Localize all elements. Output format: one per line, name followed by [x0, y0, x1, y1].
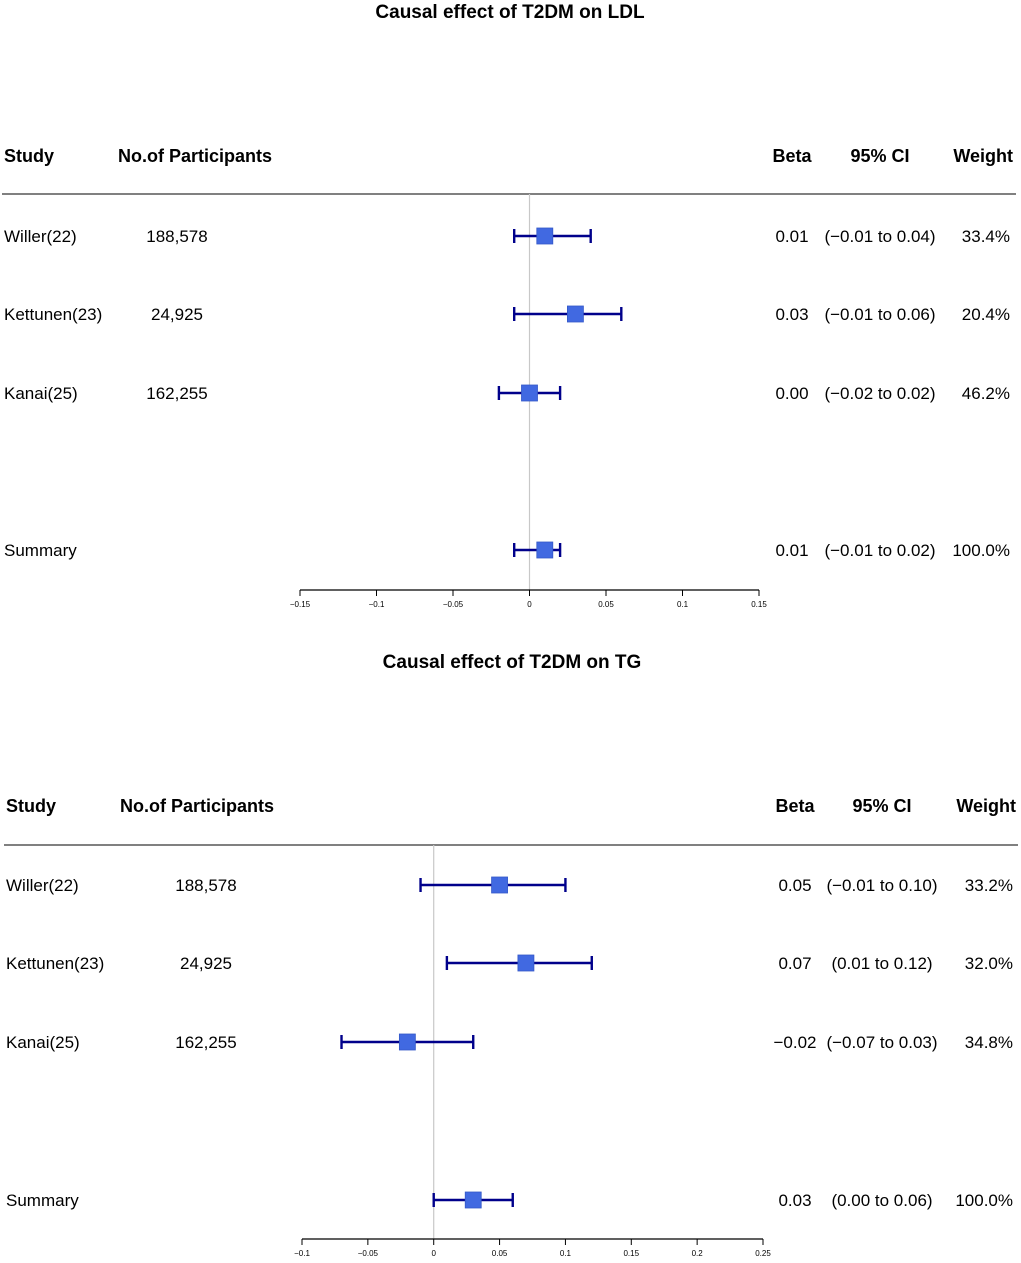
x-tick-label: 0.05: [492, 1249, 508, 1258]
summary-row: Summary 0.01 (−0.01 to 0.02) 100.0%: [4, 541, 1010, 560]
x-tick-label: 0.15: [623, 1249, 639, 1258]
study-row: Willer(22) 188,578 0.05 (−0.01 to 0.10) 33.2…: [6, 876, 1013, 895]
column-header-weight: Weight: [956, 796, 1016, 816]
study-name: Kettunen(23): [4, 305, 102, 324]
estimate-marker: [464, 1191, 482, 1209]
ci-value: (0.01 to 0.12): [831, 954, 932, 973]
x-tick-label: 0.25: [755, 1249, 771, 1258]
study-name: Kanai(25): [6, 1033, 80, 1052]
x-tick-label: 0.1: [677, 600, 689, 609]
x-tick-label: −0.05: [443, 600, 464, 609]
x-tick-label: 0.1: [560, 1249, 572, 1258]
estimate-marker: [536, 227, 554, 245]
weight-value: 100.0%: [955, 1191, 1013, 1210]
x-axis: −0.1 −0.05 0 0.05 0.1 0.15 0.2 0.25: [294, 1238, 771, 1258]
beta-value: 0.05: [778, 876, 811, 895]
ci-value: (−0.07 to 0.03): [826, 1033, 937, 1052]
ci-value: (−0.01 to 0.02): [824, 541, 935, 560]
weight-value: 20.4%: [962, 305, 1010, 324]
estimate-marker: [536, 541, 554, 559]
x-tick-label: −0.15: [290, 600, 311, 609]
study-name: Summary: [4, 541, 77, 560]
forest-panel-tg: Causal effect of T2DM on TG Study No.of Pa…: [4, 652, 1018, 1258]
column-header-ci: 95% CI: [850, 146, 909, 166]
beta-value: 0.01: [775, 541, 808, 560]
estimate-marker: [567, 305, 584, 323]
chart-title: Causal effect of T2DM on LDL: [375, 2, 645, 23]
weight-value: 33.2%: [965, 876, 1013, 895]
study-name: Willer(22): [4, 227, 77, 246]
study-name: Summary: [6, 1191, 79, 1210]
ci-value: (0.00 to 0.06): [831, 1191, 932, 1210]
estimate-marker: [517, 954, 535, 972]
x-tick-label: 0.05: [598, 600, 614, 609]
ci-value: (−0.01 to 0.10): [826, 876, 937, 895]
column-header-participants: No.of Participants: [120, 796, 274, 816]
ci-value: (−0.01 to 0.06): [824, 305, 935, 324]
chart-title: Causal effect of T2DM on TG: [383, 652, 642, 673]
study-name: Kanai(25): [4, 384, 78, 403]
x-tick-label: 0.2: [692, 1249, 704, 1258]
column-header-beta: Beta: [775, 796, 815, 816]
study-row: Kettunen(23) 24,925 0.07 (0.01 to 0.12) 32.0…: [6, 954, 1013, 973]
study-row: Kanai(25) 162,255 0.00 (−0.02 to 0.02) 46.2%: [4, 384, 1010, 403]
column-header-participants: No.of Participants: [118, 146, 272, 166]
beta-value: 0.07: [778, 954, 811, 973]
weight-value: 34.8%: [965, 1033, 1013, 1052]
forest-panel-ldl: Causal effect of T2DM on LDL Study No.of P…: [2, 2, 1016, 609]
x-tick-label: −0.1: [294, 1249, 310, 1258]
beta-value: 0.03: [778, 1191, 811, 1210]
estimate-marker: [521, 384, 538, 402]
weight-value: 32.0%: [965, 954, 1013, 973]
column-header-study: Study: [4, 146, 54, 166]
column-header-weight: Weight: [953, 146, 1013, 166]
estimate-marker: [491, 876, 508, 894]
weight-value: 100.0%: [952, 541, 1010, 560]
beta-value: 0.01: [775, 227, 808, 246]
ci-value: (−0.01 to 0.04): [824, 227, 935, 246]
column-header-ci: 95% CI: [852, 796, 911, 816]
x-tick-label: 0: [431, 1249, 436, 1258]
beta-value: −0.02: [773, 1033, 816, 1052]
beta-value: 0.00: [775, 384, 808, 403]
estimate-marker: [398, 1033, 416, 1051]
x-tick-label: −0.05: [358, 1249, 379, 1258]
x-tick-label: 0: [527, 600, 532, 609]
participants-count: 188,578: [146, 227, 207, 246]
column-header-study: Study: [6, 796, 56, 816]
study-row: Willer(22) 188,578 0.01 (−0.01 to 0.04) 33.4…: [4, 227, 1010, 246]
participants-count: 24,925: [151, 305, 203, 324]
study-row: Kanai(25) 162,255 −0.02 (−0.07 to 0.03) 34.8…: [6, 1033, 1013, 1052]
participants-count: 188,578: [175, 876, 236, 895]
column-header-beta: Beta: [772, 146, 812, 166]
participants-count: 24,925: [180, 954, 232, 973]
x-tick-label: 0.15: [751, 600, 767, 609]
x-tick-label: −0.1: [369, 600, 385, 609]
participants-count: 162,255: [175, 1033, 236, 1052]
study-name: Kettunen(23): [6, 954, 104, 973]
beta-value: 0.03: [775, 305, 808, 324]
weight-value: 46.2%: [962, 384, 1010, 403]
study-row: Kettunen(23) 24,925 0.03 (−0.01 to 0.06) 20.…: [4, 305, 1010, 324]
ci-value: (−0.02 to 0.02): [824, 384, 935, 403]
study-name: Willer(22): [6, 876, 79, 895]
participants-count: 162,255: [146, 384, 207, 403]
weight-value: 33.4%: [962, 227, 1010, 246]
x-axis: −0.15 −0.1 −0.05 0 0.05 0.1 0.15: [290, 589, 767, 609]
summary-row: Summary 0.03 (0.00 to 0.06) 100.0%: [6, 1191, 1013, 1210]
